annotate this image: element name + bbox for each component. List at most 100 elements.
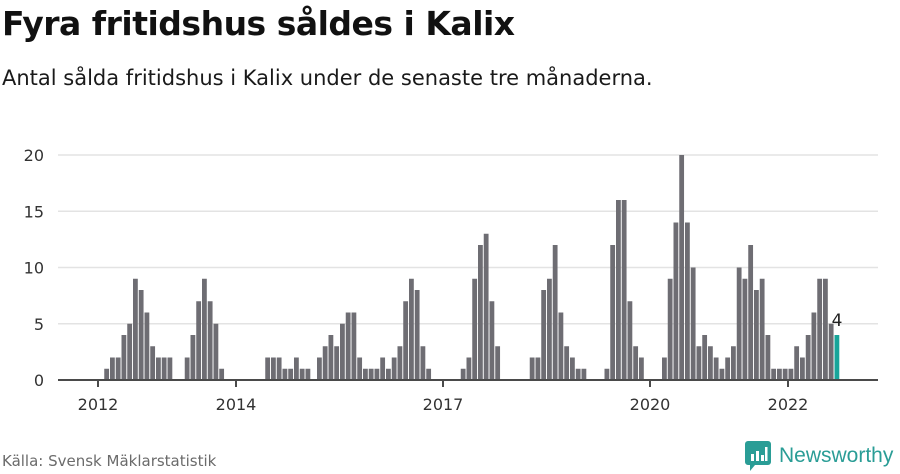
bar — [334, 346, 340, 380]
bar — [495, 346, 501, 380]
bar — [685, 222, 690, 380]
bar — [374, 368, 380, 380]
bar — [604, 368, 610, 380]
bar — [403, 301, 409, 380]
bar — [575, 368, 581, 380]
bar — [207, 301, 213, 380]
bar — [713, 357, 719, 380]
bar — [196, 301, 202, 380]
bar-chart: 0 5 10 15 20 4 2012 2014 2017 2020 2022 — [24, 146, 878, 414]
y-tick-label: 10 — [24, 259, 44, 278]
bar — [702, 335, 708, 380]
bar — [121, 335, 127, 380]
bar — [460, 368, 466, 380]
bar — [800, 357, 805, 380]
bar — [322, 346, 328, 380]
bar — [610, 245, 616, 380]
bar — [621, 200, 627, 380]
x-tick-label: 2020 — [630, 395, 671, 414]
bar — [386, 368, 391, 380]
newsworthy-logo-icon — [745, 441, 771, 471]
bar — [294, 357, 299, 380]
bar — [616, 200, 621, 380]
bar — [823, 278, 828, 380]
bar — [213, 323, 219, 380]
x-tick-label: 2017 — [423, 395, 464, 414]
bar — [765, 335, 771, 380]
bar — [564, 346, 570, 380]
bar — [633, 346, 639, 380]
bar — [328, 335, 334, 380]
bar — [690, 267, 696, 380]
bar — [667, 278, 673, 380]
bar — [782, 368, 788, 380]
bar — [466, 357, 472, 380]
bar — [276, 357, 282, 380]
bar — [777, 368, 782, 380]
bar — [794, 346, 800, 380]
bar — [472, 278, 478, 380]
bar — [731, 346, 736, 380]
bar — [489, 301, 495, 380]
bar — [420, 346, 426, 380]
bar — [317, 357, 322, 380]
highlight-bar — [834, 335, 840, 380]
bar — [748, 245, 754, 380]
bar — [282, 368, 288, 380]
y-tick-label: 0 — [34, 371, 44, 390]
bar — [380, 357, 386, 380]
bar — [391, 357, 397, 380]
bar — [662, 357, 667, 380]
bar — [190, 335, 196, 380]
bar — [397, 346, 403, 380]
bar — [167, 357, 173, 380]
bar — [679, 155, 685, 380]
bar — [265, 357, 271, 380]
brand-logo[interactable]: Newsworthy — [745, 441, 893, 471]
x-tick-label: 2012 — [78, 395, 119, 414]
bar — [541, 290, 547, 380]
bar — [529, 357, 535, 380]
bar — [805, 335, 811, 380]
bar — [759, 278, 765, 380]
bar — [754, 290, 759, 380]
brand-name: Newsworthy — [779, 444, 894, 467]
bar — [340, 323, 345, 380]
bar — [828, 323, 834, 380]
bar — [483, 233, 489, 380]
bar — [115, 357, 121, 380]
bar — [811, 312, 817, 380]
bar — [788, 368, 794, 380]
bar — [184, 357, 190, 380]
bar — [725, 357, 731, 380]
bar — [426, 368, 432, 380]
bar — [478, 245, 483, 380]
bar — [736, 267, 742, 380]
bar — [345, 312, 351, 380]
bar — [570, 357, 575, 380]
source-note: Källa: Svensk Mäklarstatistik — [2, 452, 217, 470]
bar — [547, 278, 552, 380]
x-tick-label: 2014 — [216, 395, 257, 414]
x-tick-label: 2022 — [768, 395, 809, 414]
bar — [288, 368, 294, 380]
bar — [639, 357, 644, 380]
bar — [161, 357, 167, 380]
bar — [696, 346, 702, 380]
bar — [708, 346, 713, 380]
bar — [817, 278, 823, 380]
bar — [110, 357, 115, 380]
bar — [558, 312, 564, 380]
y-tick-label: 20 — [24, 146, 44, 165]
bar — [409, 278, 414, 380]
bar — [133, 278, 138, 380]
bar-value-label: 4 — [832, 311, 843, 331]
chart-title: Fyra fritidshus såldes i Kalix — [2, 4, 515, 43]
bar — [351, 312, 357, 380]
bar — [414, 290, 420, 380]
bar — [552, 245, 558, 380]
bar — [156, 357, 161, 380]
bar — [305, 368, 311, 380]
bar — [144, 312, 150, 380]
bar — [719, 368, 725, 380]
